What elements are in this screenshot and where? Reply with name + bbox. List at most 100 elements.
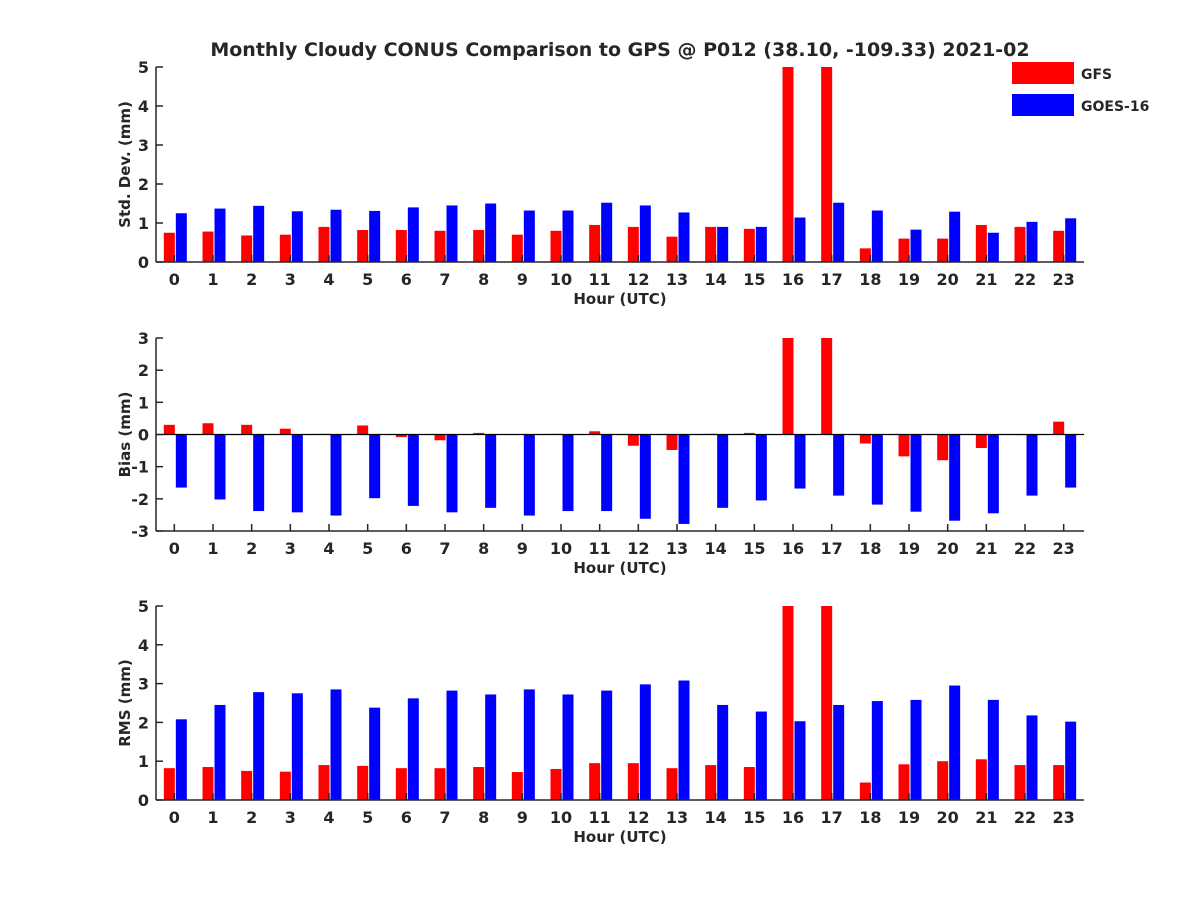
y-tick-label: 3 — [138, 675, 149, 694]
y-tick-label: 1 — [138, 752, 149, 771]
bar-goes-16-hour-17 — [833, 434, 845, 496]
bar-gfs-hour-2 — [241, 235, 253, 262]
x-tick-label: 4 — [323, 808, 334, 827]
x-tick-label: 18 — [859, 539, 881, 558]
y-tick-label: 4 — [138, 97, 149, 116]
bar-goes-16-hour-17 — [833, 202, 845, 262]
x-tick-label: 0 — [169, 270, 180, 289]
x-tick-label: 6 — [401, 808, 412, 827]
bar-goes-16-hour-2 — [253, 205, 265, 262]
bar-gfs-hour-18 — [859, 782, 871, 800]
bar-gfs-hour-3 — [279, 771, 291, 800]
bar-gfs-hour-20 — [937, 761, 949, 800]
x-tick-label: 7 — [439, 270, 450, 289]
bar-goes-16-hour-3 — [291, 693, 303, 800]
x-tick-label: 15 — [743, 808, 765, 827]
bar-gfs-hour-2 — [241, 770, 253, 800]
bar-gfs-hour-21 — [975, 224, 987, 262]
bar-goes-16-hour-10 — [562, 694, 574, 800]
bar-goes-16-hour-9 — [523, 689, 535, 800]
bar-gfs-hour-8 — [473, 432, 485, 435]
bar-gfs-hour-18 — [859, 248, 871, 262]
legend-swatch-gfs — [1012, 62, 1074, 84]
x-tick-label: 16 — [782, 808, 804, 827]
x-tick-label: 5 — [362, 808, 373, 827]
bar-goes-16-hour-5 — [369, 210, 381, 262]
bar-goes-16-hour-20 — [949, 434, 961, 521]
x-tick-label: 19 — [898, 539, 920, 558]
bar-goes-16-hour-13 — [678, 212, 690, 262]
y-tick-label: 5 — [138, 58, 149, 77]
x-tick-label: 1 — [207, 539, 218, 558]
bar-gfs-hour-2 — [241, 424, 253, 435]
bar-goes-16-hour-7 — [446, 205, 458, 262]
bar-goes-16-hour-12 — [639, 434, 651, 519]
x-tick-label: 22 — [1014, 270, 1036, 289]
bar-gfs-hour-23 — [1053, 421, 1065, 435]
legend-swatch-goes-16 — [1012, 94, 1074, 116]
x-tick-label: 12 — [627, 808, 649, 827]
x-tick-label: 11 — [589, 539, 611, 558]
bar-goes-16-hour-0 — [175, 213, 187, 262]
x-tick-label: 11 — [589, 270, 611, 289]
bar-gfs-hour-20 — [937, 238, 949, 262]
bar-goes-16-hour-14 — [717, 434, 729, 508]
bar-goes-16-hour-21 — [987, 699, 999, 800]
y-tick-label: 5 — [138, 597, 149, 616]
x-tick-label: 1 — [207, 270, 218, 289]
bar-gfs-hour-11 — [589, 763, 601, 800]
y-tick-label: -3 — [131, 522, 149, 541]
x-tick-label: 9 — [517, 808, 528, 827]
bar-goes-16-hour-9 — [523, 434, 535, 516]
bar-goes-16-hour-8 — [485, 694, 497, 800]
bar-gfs-hour-5 — [357, 765, 369, 800]
x-tick-label: 16 — [782, 270, 804, 289]
bar-gfs-hour-16 — [782, 606, 794, 800]
bar-gfs-hour-12 — [627, 763, 639, 800]
x-tick-label: 8 — [478, 270, 489, 289]
x-tick-label: 4 — [323, 539, 334, 558]
x-tick-label: 1 — [207, 808, 218, 827]
bar-goes-16-hour-4 — [330, 209, 342, 262]
x-tick-label: 9 — [517, 539, 528, 558]
legend-label: GOES-16 — [1081, 99, 1149, 115]
x-tick-label: 2 — [246, 808, 257, 827]
legend: GFS GOES-16 — [1012, 62, 1149, 116]
bar-gfs-hour-23 — [1053, 230, 1065, 262]
bar-goes-16-hour-7 — [446, 434, 458, 513]
bar-goes-16-hour-15 — [755, 226, 767, 262]
bar-goes-16-hour-19 — [910, 434, 922, 512]
bar-goes-16-hour-23 — [1065, 434, 1077, 488]
x-tick-label: 14 — [705, 539, 727, 558]
bar-goes-16-hour-14 — [717, 226, 729, 262]
x-tick-label: 8 — [478, 539, 489, 558]
x-tick-label: 6 — [401, 270, 412, 289]
bar-gfs-hour-8 — [473, 767, 485, 800]
y-tick-label: 0 — [138, 791, 149, 810]
bar-goes-16-hour-4 — [330, 434, 342, 516]
x-tick-label: 21 — [975, 808, 997, 827]
bar-gfs-hour-7 — [434, 434, 446, 441]
bar-gfs-hour-14 — [705, 765, 717, 800]
bar-goes-16-hour-16 — [794, 721, 806, 800]
x-tick-label: 10 — [550, 270, 572, 289]
bar-goes-16-hour-22 — [1026, 434, 1038, 496]
bar-gfs-hour-6 — [395, 230, 407, 262]
bar-gfs-hour-15 — [743, 228, 755, 262]
bar-gfs-hour-5 — [357, 230, 369, 262]
bar-gfs-hour-20 — [937, 434, 949, 461]
bar-goes-16-hour-22 — [1026, 715, 1038, 800]
bar-gfs-hour-7 — [434, 230, 446, 262]
bar-goes-16-hour-0 — [175, 434, 187, 488]
bar-gfs-hour-1 — [202, 767, 214, 800]
x-tick-label: 20 — [937, 808, 959, 827]
bar-goes-16-hour-23 — [1065, 721, 1077, 800]
bar-gfs-hour-4 — [318, 765, 330, 800]
y-tick-label: -2 — [131, 490, 149, 509]
bar-goes-16-hour-6 — [407, 434, 419, 506]
bar-gfs-hour-3 — [279, 428, 291, 435]
